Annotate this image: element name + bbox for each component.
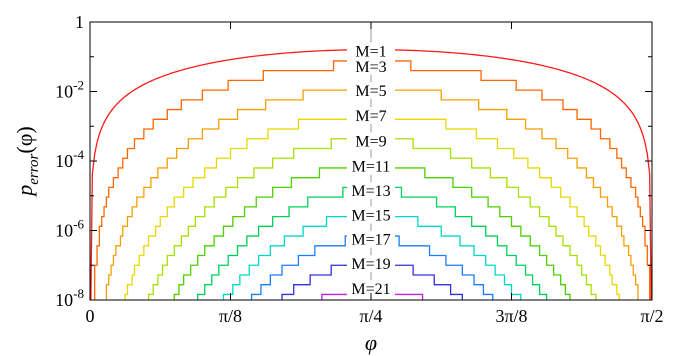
curve-label-bg <box>346 82 395 100</box>
curve-label-bg <box>346 255 395 273</box>
y-tick-label: 10-8 <box>55 286 84 310</box>
curve-label-bg <box>346 42 395 60</box>
curve-label-m15: M=15 <box>351 207 390 224</box>
x-tick-label: 3π/8 <box>495 306 527 326</box>
x-axis-label: φ <box>365 330 377 355</box>
x-tick-label: π/8 <box>219 306 242 326</box>
y-axis-ticks: 1 10-2 10-4 10-6 10-8 <box>55 12 652 310</box>
y-tick-label: 10-6 <box>55 217 84 241</box>
y-axis-label: perror(φ) <box>12 126 42 197</box>
curve-label-m3: M=3 <box>355 59 386 76</box>
x-tick-label: π/2 <box>640 306 663 326</box>
y-tick-label: 10-2 <box>55 78 84 102</box>
x-axis-ticks: 0 π/8 π/4 3π/8 π/2 <box>86 22 664 326</box>
curve-label-layer: M=1M=3 M=5 M=7 M=9 M=11 M=13 M=15 M=17 M=19 M=21 <box>346 42 395 298</box>
curve-label-bg <box>346 280 395 298</box>
curve-label-m11: M=11 <box>352 159 391 176</box>
curve-label-bg <box>346 182 395 200</box>
curve-label-bg <box>346 57 395 75</box>
curve-label-m7: M=7 <box>355 108 386 125</box>
y-tick-label: 1 <box>75 12 84 32</box>
y-tick-label: 10-4 <box>55 147 84 171</box>
curve-label-m19: M=19 <box>351 256 390 273</box>
curve-label-m9: M=9 <box>355 133 386 150</box>
curve-label-bg <box>346 107 395 125</box>
curve-label-bg <box>346 206 395 224</box>
x-tick-label: π/4 <box>359 306 382 326</box>
curve-label-m21: M=21 <box>351 281 390 298</box>
curve-label-m17: M=17 <box>351 232 390 249</box>
curve-label-bg <box>346 230 395 248</box>
curve-label-m1: M=1 <box>355 44 386 61</box>
x-tick-label: 0 <box>86 306 95 326</box>
curve-label-bg <box>346 157 395 175</box>
curve-label-m13: M=13 <box>351 183 390 200</box>
curve-label-bg <box>346 132 395 150</box>
curve-label-m5: M=5 <box>355 83 386 100</box>
